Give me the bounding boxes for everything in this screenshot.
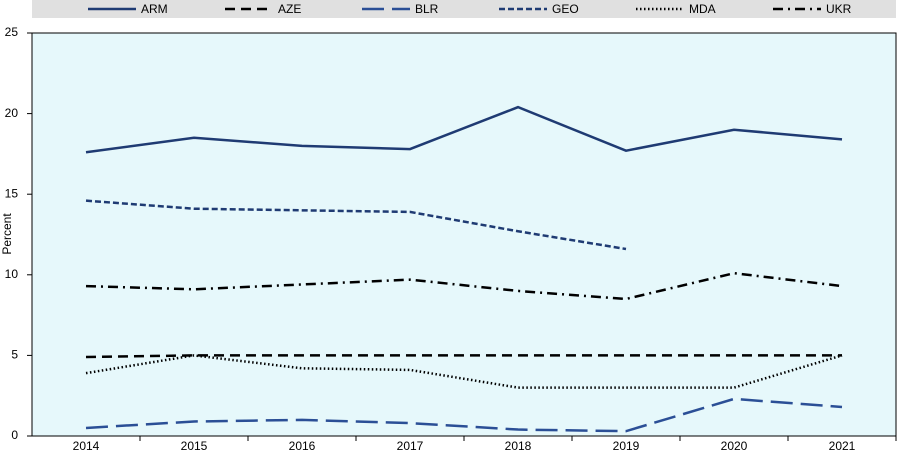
legend-label: BLR (415, 2, 439, 16)
x-tick-label: 2021 (829, 439, 856, 453)
legend-label: UKR (826, 2, 852, 16)
legend-label: MDA (689, 2, 716, 16)
legend-box (32, 0, 896, 18)
x-tick-label: 2019 (613, 439, 640, 453)
y-axis-label: Percent (0, 213, 14, 255)
series-line (85, 199, 627, 251)
y-tick-label: 25 (5, 25, 19, 39)
x-tick-label: 2015 (181, 439, 208, 453)
x-tick-label: 2020 (721, 439, 748, 453)
series-line (85, 354, 843, 389)
series-line (85, 271, 843, 301)
y-tick-label: 15 (5, 186, 19, 200)
series-line (85, 105, 843, 154)
y-tick-label: 0 (11, 428, 18, 442)
series-line (85, 354, 842, 359)
legend-label: GEO (552, 2, 579, 16)
x-tick-label: 2016 (289, 439, 316, 453)
legend-label: ARM (141, 2, 168, 16)
y-tick-label: 5 (11, 348, 18, 362)
plot-area (31, 32, 897, 437)
y-tick-label: 20 (5, 106, 19, 120)
y-tick-label: 10 (5, 267, 19, 281)
x-tick-label: 2017 (397, 439, 424, 453)
series-line (85, 397, 843, 433)
x-tick-label: 2014 (73, 439, 100, 453)
x-tick-label: 2018 (505, 439, 532, 453)
legend-label: AZE (278, 2, 301, 16)
